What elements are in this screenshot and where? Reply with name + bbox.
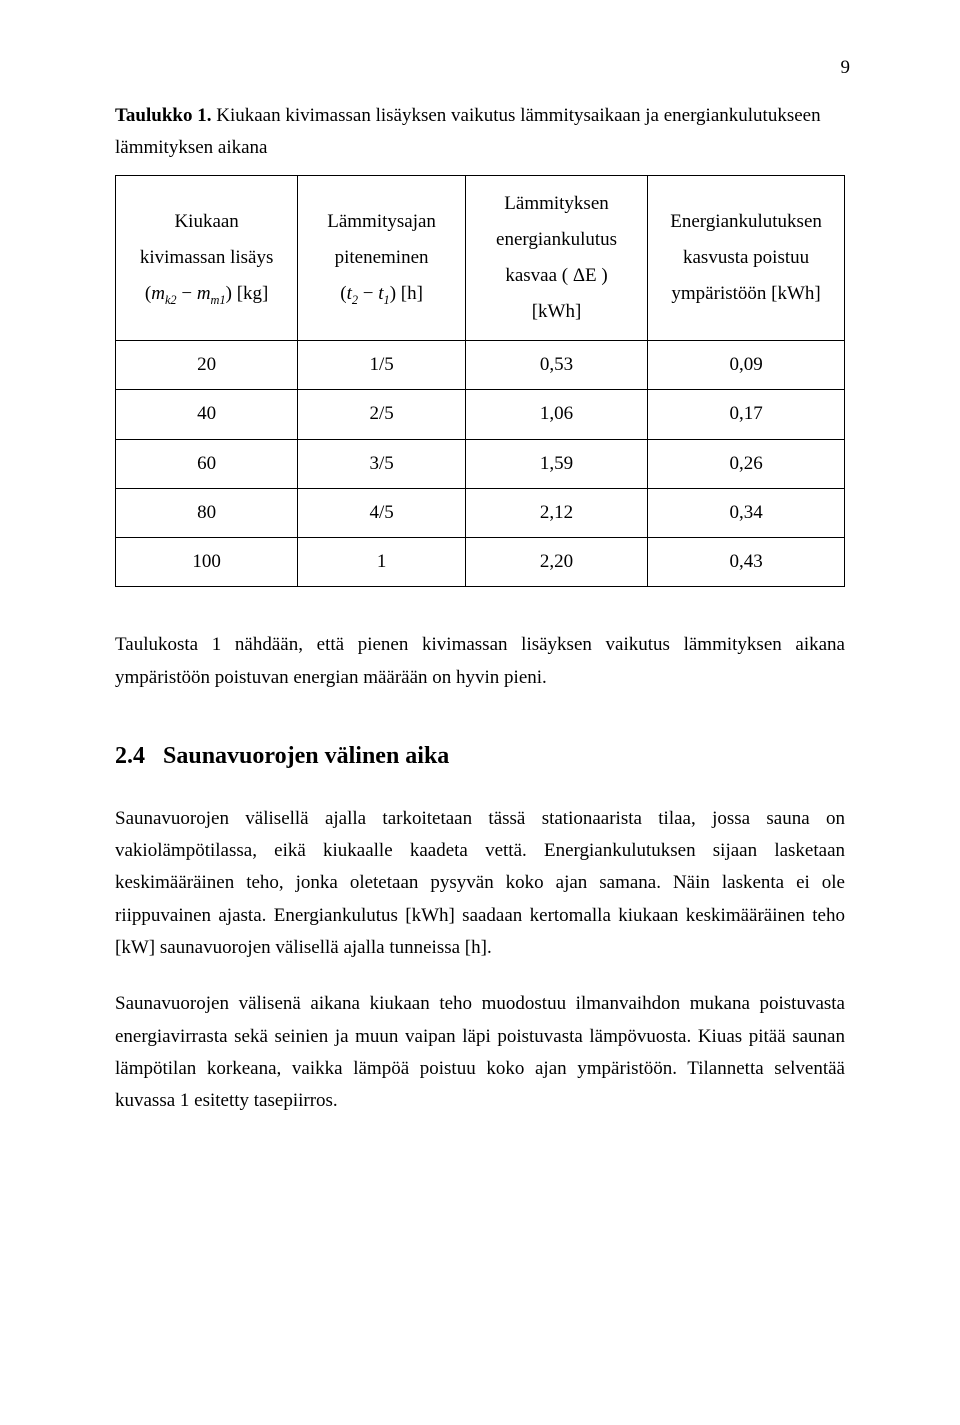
table-row: 60 3/5 1,59 0,26: [116, 439, 845, 488]
th2-line1: Lämmitysajan: [327, 211, 436, 232]
table-cell: 0,17: [648, 390, 845, 439]
table-cell: 2,12: [465, 488, 647, 537]
table-header-2: Lämmitysajan piteneminen (t2 − t1) [h]: [298, 175, 466, 340]
table-header-4: Energiankulutuksen kasvusta poistuu ympä…: [648, 175, 845, 340]
section-heading: 2.4 Saunavuorojen välinen aika: [115, 736, 845, 777]
th3-line4: [kWh]: [532, 301, 582, 322]
th1-line1: Kiukaan: [174, 211, 238, 232]
th3-line3b: ): [597, 265, 608, 286]
table-header-1: Kiukaan kivimassan lisäys (mk2 − mm1) [k…: [116, 175, 298, 340]
table-cell: 60: [116, 439, 298, 488]
table-cell: 2,20: [465, 538, 647, 587]
section-title: Saunavuorojen välinen aika: [163, 743, 449, 769]
table-cell: 40: [116, 390, 298, 439]
th2-close: ) [h]: [390, 283, 423, 304]
table-cell: 0,53: [465, 340, 647, 389]
paragraph-1: Taulukosta 1 nähdään, että pienen kivima…: [115, 629, 845, 694]
table-cell: 0,43: [648, 538, 845, 587]
table-caption-rest: Kiukaan kivimassan lisäyksen vaikutus lä…: [115, 105, 821, 158]
table-cell: 3/5: [298, 439, 466, 488]
table-row: 80 4/5 2,12 0,34: [116, 488, 845, 537]
th4-line2: kasvusta poistuu: [683, 247, 809, 268]
th3-line3a: kasvaa (: [505, 265, 573, 286]
table-cell: 0,34: [648, 488, 845, 537]
th3-delta: ΔE: [573, 265, 597, 286]
table-cell: 1: [298, 538, 466, 587]
th3-line2: energiankulutus: [496, 229, 617, 250]
th2-line2: piteneminen: [335, 247, 429, 268]
th1-close: ) [kg]: [226, 283, 269, 304]
data-table: Kiukaan kivimassan lisäys (mk2 − mm1) [k…: [115, 175, 845, 588]
th1-sub1: k2: [165, 293, 177, 307]
th4-line3: ympäristöön [kWh]: [671, 283, 820, 304]
paragraph-2: Saunavuorojen välisellä ajalla tarkoitet…: [115, 803, 845, 964]
table-cell: 4/5: [298, 488, 466, 537]
th1-var1: m: [151, 283, 165, 304]
th1-line2: kivimassan lisäys: [140, 247, 274, 268]
table-header-3: Lämmityksen energiankulutus kasvaa ( ΔE …: [465, 175, 647, 340]
table-cell: 0,09: [648, 340, 845, 389]
table-body: 20 1/5 0,53 0,09 40 2/5 1,06 0,17 60 3/5…: [116, 340, 845, 586]
th4-line1: Energiankulutuksen: [670, 211, 822, 232]
table-cell: 1,59: [465, 439, 647, 488]
table-row: 40 2/5 1,06 0,17: [116, 390, 845, 439]
th1-minus: −: [177, 283, 197, 304]
table-cell: 100: [116, 538, 298, 587]
table-cell: 1,06: [465, 390, 647, 439]
table-cell: 0,26: [648, 439, 845, 488]
table-cell: 80: [116, 488, 298, 537]
paragraph-3: Saunavuorojen välisenä aikana kiukaan te…: [115, 988, 845, 1117]
th1-sub2: m1: [211, 293, 226, 307]
section-number: 2.4: [115, 743, 145, 769]
th2-minus: −: [358, 283, 378, 304]
table-cell: 20: [116, 340, 298, 389]
th1-var2: m: [197, 283, 211, 304]
th3-line1: Lämmityksen: [504, 193, 608, 214]
table-header-row: Kiukaan kivimassan lisäys (mk2 − mm1) [k…: [116, 175, 845, 340]
table-cell: 2/5: [298, 390, 466, 439]
table-row: 20 1/5 0,53 0,09: [116, 340, 845, 389]
table-cell: 1/5: [298, 340, 466, 389]
table-caption-bold: Taulukko 1.: [115, 105, 211, 126]
table-caption: Taulukko 1. Kiukaan kivimassan lisäyksen…: [115, 100, 845, 165]
table-row: 100 1 2,20 0,43: [116, 538, 845, 587]
page-number: 9: [841, 52, 851, 84]
